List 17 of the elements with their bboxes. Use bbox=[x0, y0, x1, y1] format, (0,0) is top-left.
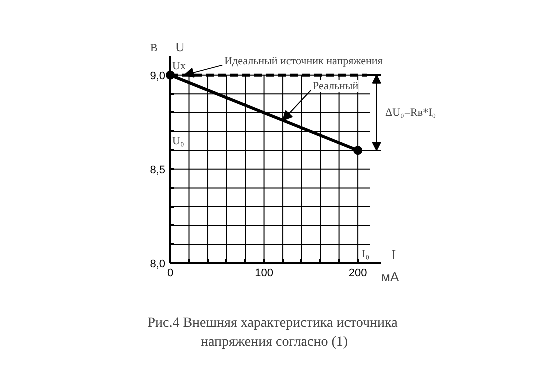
annotation: Реальный bbox=[313, 80, 359, 92]
x-tick-label: 200 bbox=[348, 268, 368, 280]
x-tick-label: 0 bbox=[167, 268, 174, 280]
x-axis-title: I bbox=[392, 248, 396, 264]
x-tick-label: 100 bbox=[255, 268, 274, 280]
y-tick-label: 8,0 bbox=[150, 258, 166, 270]
y-axis-title: U bbox=[176, 40, 186, 54]
y-tick-label: 8,5 bbox=[150, 164, 166, 176]
annotation: U₀ bbox=[172, 136, 184, 148]
text: В bbox=[150, 42, 158, 54]
annotation: Uх bbox=[172, 60, 186, 72]
text: ΔU₀=Rв*I₀ bbox=[386, 106, 436, 119]
annotation: I₀ bbox=[362, 248, 370, 260]
text: Рис.4 Внешняя характеристика источника напряжения согласно (1) bbox=[148, 316, 399, 350]
annotation: Идеальный источник напряжения bbox=[224, 55, 383, 68]
text: мА bbox=[382, 270, 400, 284]
y-tick-label: 9,0 bbox=[150, 70, 166, 82]
